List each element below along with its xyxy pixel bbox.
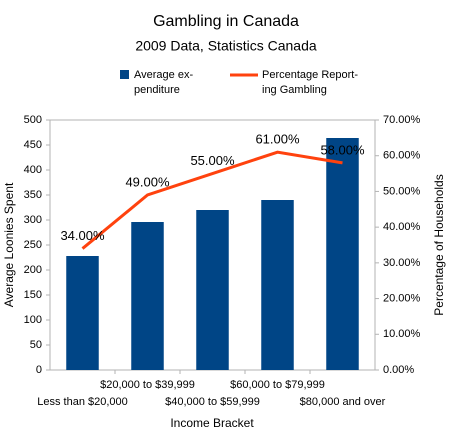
y2-tick-label: 10.00% — [383, 328, 421, 340]
y-tick-label: 100 — [24, 314, 42, 326]
x-tick-label: $60,000 to $79,999 — [230, 379, 325, 391]
y-tick-label: 400 — [24, 164, 42, 176]
data-label: 55.00% — [190, 153, 235, 168]
bar — [131, 222, 164, 370]
line — [81, 150, 343, 250]
x-axis-title: Income Bracket — [170, 416, 254, 430]
y2-tick-label: 20.00% — [383, 292, 421, 304]
y2-tick-label: 40.00% — [383, 221, 421, 233]
y-tick-label: 350 — [24, 189, 42, 201]
y-tick-label: 200 — [24, 264, 42, 276]
y-tick-label: 500 — [24, 114, 42, 126]
legend-swatch — [120, 70, 129, 79]
x-tick-label: $20,000 to $39,999 — [100, 379, 195, 391]
data-label: 58.00% — [320, 142, 365, 157]
legend-label: Average ex- penditure — [134, 69, 194, 96]
legend-label: Percentage Report- ing Gambling — [262, 69, 358, 96]
y2-tick-label: 0.00% — [383, 364, 414, 376]
y2-tick-label: 70.00% — [383, 114, 421, 126]
y2-axis-title: Percentage of Households — [432, 174, 446, 315]
bar — [261, 200, 294, 370]
x-tick-label: $80,000 and over — [300, 396, 386, 408]
chart-title: Gambling in Canada — [153, 13, 299, 30]
x-tick-label: $40,000 to $59,999 — [165, 396, 260, 408]
y2-tick-label: 50.00% — [383, 185, 421, 197]
y-tick-label: 50 — [30, 339, 42, 351]
y-tick-label: 300 — [24, 214, 42, 226]
data-label: 49.00% — [125, 174, 170, 189]
y-tick-label: 250 — [24, 239, 42, 251]
bar — [196, 210, 229, 370]
y2-tick-label: 60.00% — [383, 150, 421, 162]
y-tick-label: 150 — [24, 289, 42, 301]
y-tick-label: 450 — [24, 139, 42, 151]
bar — [326, 138, 359, 370]
data-label: 61.00% — [255, 132, 300, 147]
y-tick-label: 0 — [36, 364, 42, 376]
bar — [66, 256, 99, 370]
data-label: 34.00% — [60, 228, 105, 243]
y2-tick-label: 30.00% — [383, 257, 421, 269]
x-tick-label: Less than $20,000 — [37, 396, 128, 408]
chart-subtitle: 2009 Data, Statistics Canada — [135, 38, 317, 54]
y-axis-title: Average Loonies Spent — [2, 182, 16, 307]
